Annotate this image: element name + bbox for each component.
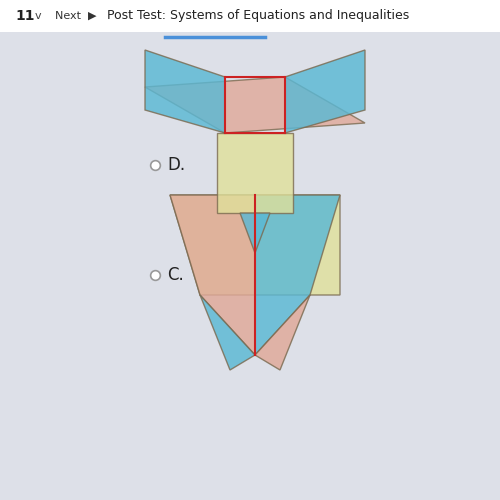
Polygon shape	[217, 133, 293, 213]
Polygon shape	[145, 77, 365, 133]
Text: Next  ▶: Next ▶	[55, 11, 96, 21]
Polygon shape	[145, 50, 225, 133]
Polygon shape	[200, 295, 255, 370]
Polygon shape	[240, 213, 270, 253]
Polygon shape	[285, 50, 365, 133]
Text: Post Test: Systems of Equations and Inequalities: Post Test: Systems of Equations and Ineq…	[107, 10, 409, 22]
Text: v: v	[35, 11, 42, 21]
Text: D.: D.	[167, 156, 185, 174]
Text: C.: C.	[167, 266, 184, 284]
Polygon shape	[170, 195, 340, 295]
FancyBboxPatch shape	[0, 0, 500, 32]
Polygon shape	[255, 195, 340, 355]
Polygon shape	[170, 195, 255, 355]
Text: 11: 11	[15, 9, 34, 23]
Polygon shape	[255, 295, 310, 370]
